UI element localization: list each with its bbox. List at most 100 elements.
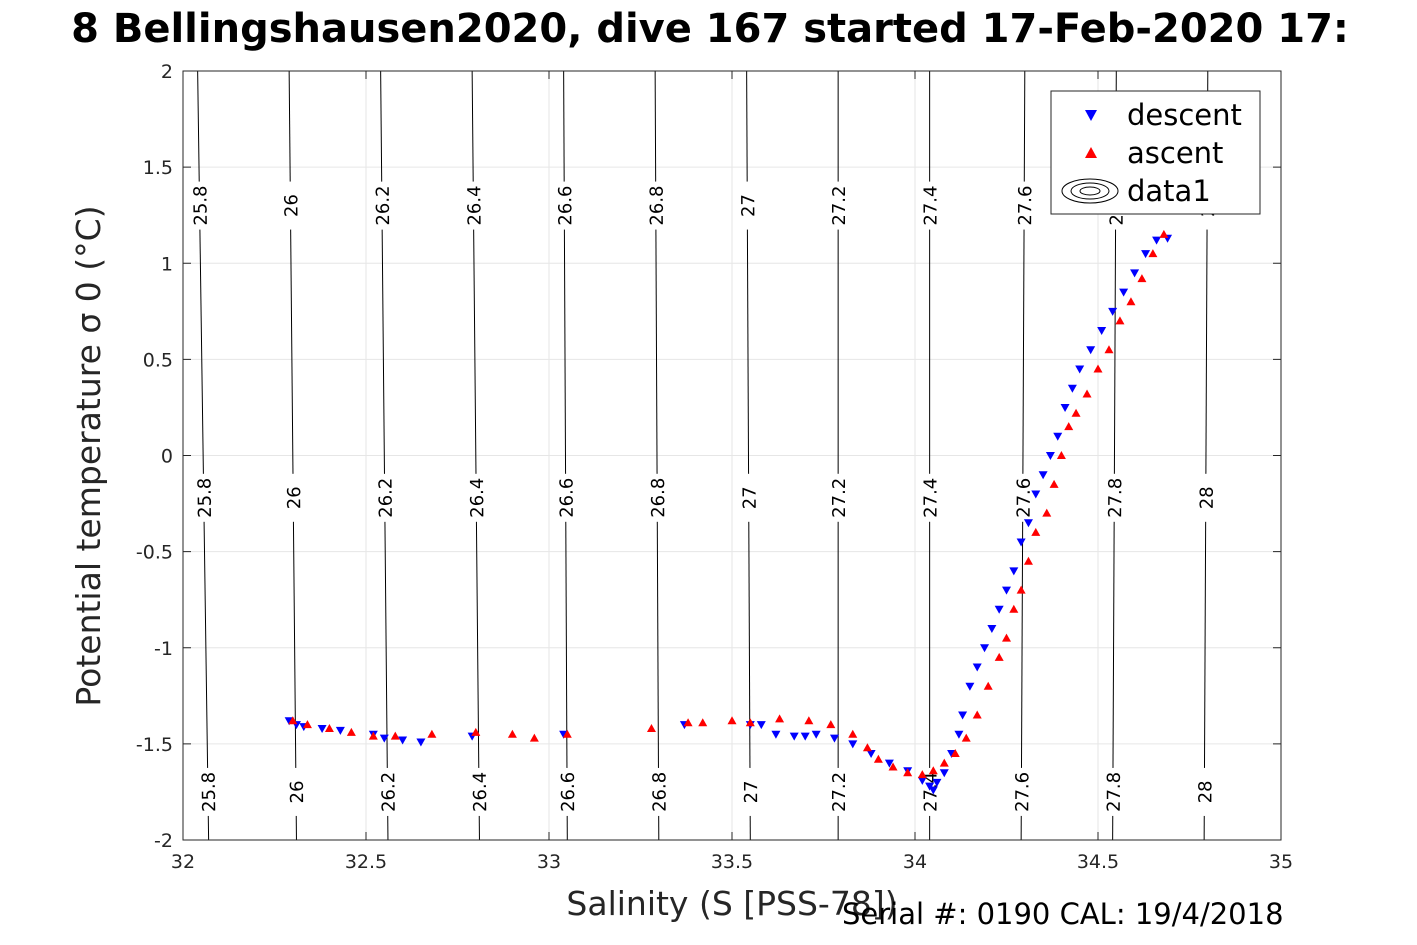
contour-label-backing bbox=[281, 473, 305, 522]
density-contour-label: 27.4 bbox=[921, 478, 942, 518]
contour-label-backing bbox=[188, 181, 211, 230]
y-tick-label: 1.5 bbox=[143, 157, 173, 179]
ascent-point bbox=[324, 723, 334, 732]
ascent-point bbox=[1093, 364, 1103, 373]
legend-contour-icon bbox=[1061, 178, 1119, 204]
density-contour-label-group: 27.2 bbox=[827, 473, 850, 522]
descent-point bbox=[1045, 452, 1055, 460]
contour-label-backing bbox=[554, 473, 577, 522]
y-tick-label: -1.5 bbox=[136, 734, 173, 756]
density-contour-label: 26.6 bbox=[558, 772, 579, 812]
descent-point bbox=[1016, 538, 1026, 547]
legend-ascent-marker bbox=[1085, 147, 1097, 158]
descent-point bbox=[1075, 365, 1085, 374]
ascent-point bbox=[646, 723, 656, 732]
x-tick-label: 32 bbox=[171, 851, 195, 873]
contour-label-backing bbox=[736, 181, 759, 230]
contour-label-backing bbox=[284, 767, 308, 817]
contour-label-backing bbox=[467, 767, 491, 817]
x-tick-label: 33 bbox=[537, 851, 561, 873]
descent-point bbox=[972, 663, 982, 672]
contour-label-backing bbox=[192, 473, 216, 522]
density-contour-label: 25.8 bbox=[190, 185, 212, 225]
density-contour-label-group: 26.4 bbox=[467, 767, 491, 817]
contour-label-backing bbox=[1101, 767, 1124, 816]
ascent-point bbox=[745, 718, 755, 727]
axis-ticks: 32 32.5 33 33.5 34 34.5 35 -2 -1.5 -1 -0.5 0 0.5 1 1.5… bbox=[136, 61, 1293, 873]
contour-label-backing bbox=[373, 473, 396, 522]
y-tick-label: 0.5 bbox=[143, 349, 173, 371]
density-contour-label: 26.4 bbox=[470, 772, 491, 812]
density-contour-label: 26.2 bbox=[373, 185, 394, 225]
density-contour-label-group: 27.2 bbox=[827, 181, 850, 230]
density-contour-label-group: 26.2 bbox=[373, 473, 397, 522]
ascent-point bbox=[1056, 451, 1066, 459]
density-contour-label: 27.2 bbox=[829, 478, 850, 518]
contour-label-backing bbox=[918, 181, 941, 230]
descent-point bbox=[1060, 403, 1070, 412]
ascent-point bbox=[903, 768, 913, 777]
density-contour-label: 26.6 bbox=[557, 478, 578, 518]
x-axis-label: Salinity (S [PSS-78]) bbox=[566, 884, 897, 923]
density-contour-label-group: 27.6 bbox=[1011, 473, 1035, 522]
ascent-point bbox=[1148, 249, 1158, 258]
ascent-point bbox=[862, 743, 872, 752]
x-tick-label: 34.5 bbox=[1077, 851, 1119, 873]
contour-label-backing bbox=[555, 767, 579, 816]
descent-point bbox=[1141, 250, 1151, 259]
contour-label-backing bbox=[647, 767, 670, 816]
y-tick-label: -0.5 bbox=[136, 542, 173, 564]
density-contour-label-group: 26.2 bbox=[376, 767, 400, 817]
x-tick-label: 33.5 bbox=[711, 851, 753, 873]
ascent-point bbox=[1049, 479, 1059, 488]
ascent-point bbox=[983, 681, 993, 690]
descent-point bbox=[994, 605, 1004, 614]
ascent-point bbox=[683, 718, 693, 727]
density-contour-label-group: 27.2 bbox=[827, 767, 850, 816]
descent-point bbox=[866, 749, 876, 758]
legend[interactable]: descent ascent data1 bbox=[1050, 90, 1261, 215]
density-contour-label: 26.6 bbox=[555, 185, 576, 225]
ascent-point bbox=[804, 716, 814, 725]
density-contour-label: 27 bbox=[738, 194, 759, 217]
y-tick-label: 1 bbox=[161, 253, 173, 275]
density-contour-label-group: 26.8 bbox=[647, 767, 671, 816]
density-contour-label: 27.2 bbox=[829, 186, 850, 226]
ascent-point bbox=[1082, 389, 1092, 398]
density-contour-label: 26.8 bbox=[649, 772, 670, 812]
density-contour-label-group: 28 bbox=[1194, 473, 1218, 522]
ascent-point bbox=[698, 718, 708, 727]
density-contour-label-group: 25.8 bbox=[192, 473, 216, 522]
ascent-point bbox=[928, 766, 938, 775]
ascent-point bbox=[888, 762, 898, 771]
descent-point bbox=[939, 769, 949, 778]
legend-ascent-label: ascent bbox=[1127, 136, 1223, 170]
descent-point bbox=[335, 726, 345, 735]
ascent-point bbox=[939, 758, 949, 767]
descent-point bbox=[884, 759, 894, 768]
density-contour-label-group: 27.4 bbox=[918, 473, 942, 522]
y-tick-label: 0 bbox=[161, 446, 173, 468]
x-tick-label: 34 bbox=[903, 851, 927, 873]
descent-point bbox=[1152, 236, 1162, 245]
density-contour-label: 26.8 bbox=[647, 185, 668, 225]
ascent-point bbox=[1064, 422, 1074, 431]
descent-point bbox=[771, 730, 781, 739]
ascent-point bbox=[471, 727, 481, 736]
ascent-point bbox=[1115, 316, 1125, 325]
ascent-point bbox=[917, 770, 927, 779]
density-contour-label: 27.6 bbox=[1015, 185, 1036, 225]
legend-descent-label: descent bbox=[1127, 98, 1242, 132]
ascent-point bbox=[873, 754, 883, 763]
descent-point bbox=[848, 740, 858, 749]
ascent-point bbox=[994, 652, 1004, 661]
density-contour-label: 26.2 bbox=[378, 772, 399, 812]
descent-point bbox=[756, 721, 766, 730]
density-contour-label-group: 26.6 bbox=[553, 181, 576, 230]
density-contour-label-group: 25.8 bbox=[188, 181, 212, 230]
descent-point bbox=[416, 738, 426, 747]
density-contour-label-group: 27.8 bbox=[1103, 473, 1126, 522]
chart-title-strip: 8 Bellingshausen2020, dive 167 started 1… bbox=[0, 0, 1417, 60]
legend-descent-marker bbox=[1085, 110, 1097, 121]
